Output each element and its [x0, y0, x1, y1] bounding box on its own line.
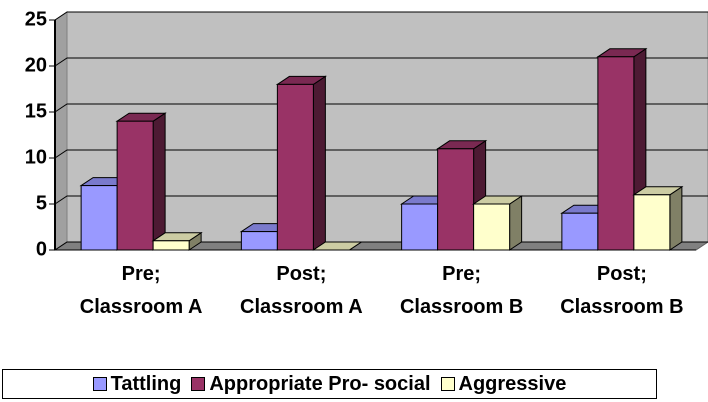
bar-front [473, 203, 511, 251]
y-tick-label: 10 [25, 146, 47, 168]
bar [275, 75, 328, 251]
bar-front [152, 240, 190, 251]
legend-item: Aggressive [440, 372, 567, 396]
bar-side [152, 112, 166, 251]
bar-front [240, 231, 278, 251]
legend-item: Tattling [92, 372, 182, 396]
grid-line [54, 11, 708, 21]
bar-top [311, 241, 364, 251]
grid-line [54, 57, 708, 67]
bar-front [437, 148, 475, 251]
grid-line [54, 149, 708, 159]
legend: Tattling Appropriate Pro- social Aggressiv… [2, 369, 657, 399]
bar-front [597, 56, 635, 251]
grid-line [54, 103, 708, 113]
bar-side [312, 75, 326, 251]
plot: 0 5 10 15 20 25 [25, 8, 708, 260]
bar-front [276, 83, 314, 251]
bar-side [509, 195, 523, 251]
bar-front [80, 185, 118, 251]
bar [151, 231, 203, 251]
x-tick-label: Post; Classroom A [240, 263, 363, 318]
legend-swatch [191, 377, 206, 391]
x-tick-label: Pre; Classroom B [399, 263, 524, 318]
bar-front [401, 203, 439, 251]
x-tick-label: Pre; Classroom A [79, 263, 203, 318]
bar [115, 112, 167, 251]
legend-label: Aggressive [458, 372, 567, 395]
y-tick-label: 25 [25, 8, 47, 30]
y-tick-label: 20 [25, 54, 47, 76]
bar-front [633, 194, 671, 251]
bar-front [561, 212, 599, 251]
legend-swatch [92, 377, 107, 391]
y-tick-label: 5 [36, 192, 47, 214]
legend-swatch [440, 377, 455, 391]
x-tick-label: Post; Classroom B [560, 263, 684, 318]
bar-front [116, 120, 154, 251]
legend-item: Appropriate Pro- social [191, 372, 431, 396]
y-tick-label: 15 [25, 100, 47, 122]
bar [471, 195, 524, 251]
legend-label: Tattling [110, 372, 182, 395]
y-tick-label: 0 [36, 238, 47, 260]
bar [311, 241, 364, 251]
bar-side [669, 185, 683, 251]
side-wall [54, 11, 68, 251]
bar [435, 139, 488, 251]
bar [632, 185, 684, 251]
legend-label: Appropriate Pro- social [209, 372, 431, 395]
